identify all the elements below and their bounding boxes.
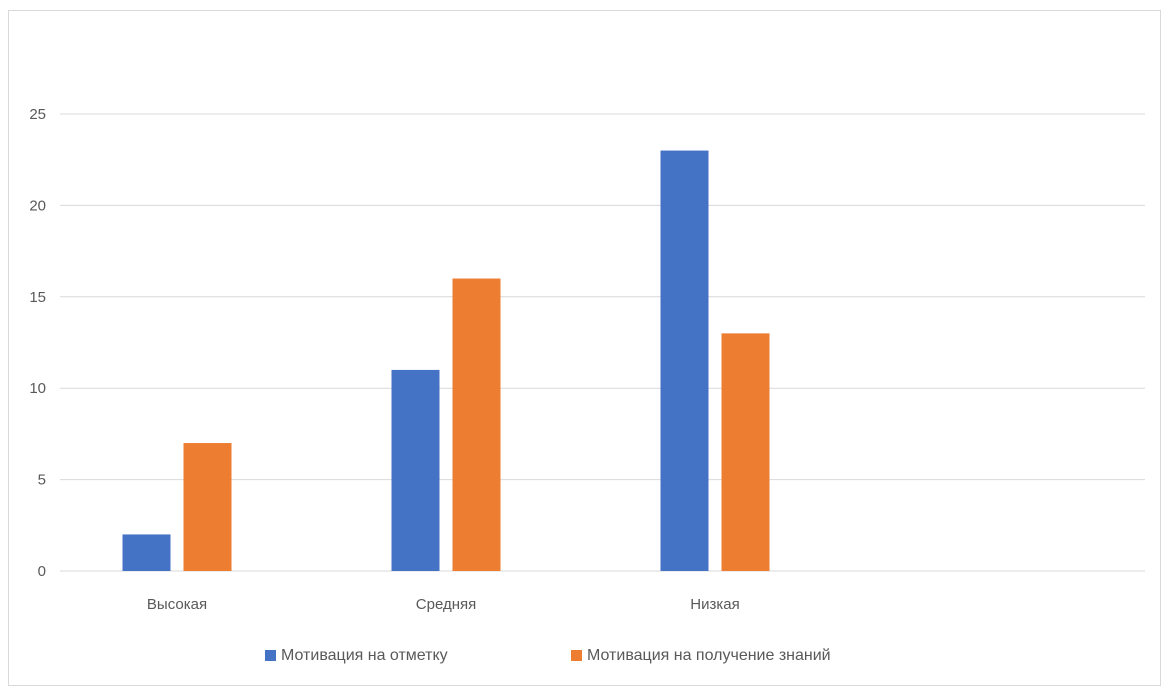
y-tick-label-5: 5 xyxy=(38,472,46,489)
bar-1-1 xyxy=(122,534,171,571)
legend-swatch-1 xyxy=(265,650,276,661)
y-tick-label-20: 20 xyxy=(29,197,46,214)
chart-frame xyxy=(8,10,1161,686)
y-tick-label-15: 15 xyxy=(29,289,46,306)
bar-2-2 xyxy=(452,278,501,571)
legend-label-1: Мотивация на отметку xyxy=(281,647,448,664)
legend-label-2: Мотивация на получение знаний xyxy=(587,647,831,664)
x-tick-label-2: Средняя xyxy=(416,596,476,613)
x-tick-label-1: Высокая xyxy=(147,596,207,613)
bar-2-1 xyxy=(183,443,232,571)
bar-1-3 xyxy=(660,150,709,571)
y-tick-label-25: 25 xyxy=(29,106,46,123)
bar-2-3 xyxy=(721,333,770,571)
bar-1-2 xyxy=(391,369,440,571)
x-tick-label-3: Низкая xyxy=(690,596,739,613)
y-tick-label-0: 0 xyxy=(38,563,46,580)
y-tick-label-10: 10 xyxy=(29,380,46,397)
legend-swatch-2 xyxy=(571,650,582,661)
